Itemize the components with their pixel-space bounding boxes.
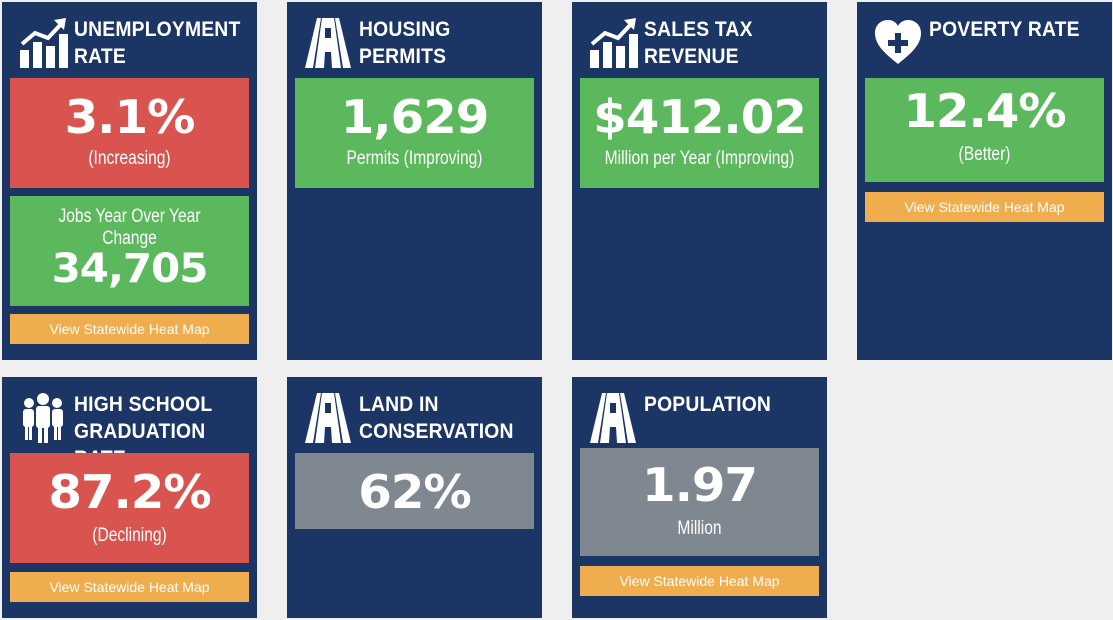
card-title: POVERTY RATE: [929, 16, 1094, 43]
people-icon: [18, 391, 68, 445]
card-header: POPULATION: [572, 377, 827, 455]
value-box: 1,629 Permits (Improving): [295, 78, 534, 188]
heart-plus-icon: [873, 16, 923, 70]
card-header: SALES TAX REVENUE: [572, 2, 827, 80]
view-heat-map-button[interactable]: View Statewide Heat Map: [10, 572, 249, 602]
value-box: 3.1% (Increasing): [10, 78, 249, 188]
value-box: 62%: [295, 453, 534, 529]
metric-note: Million: [677, 518, 722, 539]
metric-value: 62%: [358, 465, 472, 519]
metric-value: 12.4%: [903, 84, 1066, 138]
title-line: HIGH SCHOOL: [74, 393, 213, 416]
metric-note: Million per Year (Improving): [604, 148, 795, 169]
card-header: LAND IN CONSERVATION: [287, 377, 542, 455]
title-line: PERMITS: [359, 45, 447, 68]
metric-note: (Increasing): [88, 148, 171, 169]
view-heat-map-button[interactable]: View Statewide Heat Map: [10, 314, 249, 344]
road-icon: [588, 391, 638, 445]
title-line: HOUSING: [359, 18, 451, 41]
title-line: RATE: [74, 45, 126, 68]
chart-up-icon: [588, 16, 638, 70]
view-heat-map-button[interactable]: View Statewide Heat Map: [580, 566, 819, 596]
jobs-box: Jobs Year Over Year Change 34,705: [10, 196, 249, 306]
value-box: 87.2% (Declining): [10, 453, 249, 563]
card-title: LAND IN CONSERVATION: [359, 391, 524, 445]
view-heat-map-button[interactable]: View Statewide Heat Map: [865, 192, 1104, 222]
population-card: POPULATION 1.97 Million View Statewide H…: [572, 377, 827, 618]
card-header: HOUSING PERMITS: [287, 2, 542, 80]
card-header: UNEMPLOYMENT RATE: [2, 2, 257, 80]
graduation-rate-card: HIGH SCHOOL GRADUATION RATE 87.2% (Decli…: [2, 377, 257, 618]
metric-note: (Declining): [92, 525, 167, 546]
card-header: HIGH SCHOOL GRADUATION RATE: [2, 377, 257, 470]
title-line: LAND IN: [359, 393, 439, 416]
title-line: POPULATION: [644, 393, 772, 416]
card-title: SALES TAX REVENUE: [644, 16, 809, 70]
value-box: 12.4% (Better): [865, 78, 1104, 182]
metric-value: 87.2%: [48, 465, 211, 519]
title-line: POVERTY RATE: [929, 18, 1080, 41]
metric-value: 1,629: [340, 90, 490, 144]
jobs-label: Jobs Year Over Year Change: [58, 206, 201, 249]
jobs-value: 34,705: [51, 246, 209, 292]
metric-value: 1.97: [642, 458, 758, 512]
value-box: 1.97 Million: [580, 448, 819, 556]
road-icon: [303, 16, 353, 70]
poverty-rate-card: POVERTY RATE 12.4% (Better) View Statewi…: [857, 2, 1112, 360]
card-title: HOUSING PERMITS: [359, 16, 524, 70]
unemployment-card: UNEMPLOYMENT RATE 3.1% (Increasing) Jobs…: [2, 2, 257, 360]
value-box: $412.02 Million per Year (Improving): [580, 78, 819, 188]
metric-note: Permits (Improving): [346, 148, 483, 169]
metric-value: 3.1%: [64, 90, 196, 144]
card-title: UNEMPLOYMENT RATE: [74, 16, 241, 70]
title-line: UNEMPLOYMENT: [74, 18, 241, 41]
housing-permits-card: HOUSING PERMITS 1,629 Permits (Improving…: [287, 2, 542, 360]
land-conservation-card: LAND IN CONSERVATION 62%: [287, 377, 542, 618]
metric-value: $412.02: [593, 90, 807, 144]
metric-note: (Better): [958, 144, 1011, 165]
title-line: REVENUE: [644, 45, 739, 68]
sales-tax-card: SALES TAX REVENUE $412.02 Million per Ye…: [572, 2, 827, 360]
title-line: SALES TAX: [644, 18, 753, 41]
road-icon: [303, 391, 353, 445]
chart-up-icon: [18, 16, 68, 70]
card-title: POPULATION: [644, 391, 809, 418]
title-line: CONSERVATION: [359, 420, 514, 443]
card-header: POVERTY RATE: [857, 2, 1112, 80]
